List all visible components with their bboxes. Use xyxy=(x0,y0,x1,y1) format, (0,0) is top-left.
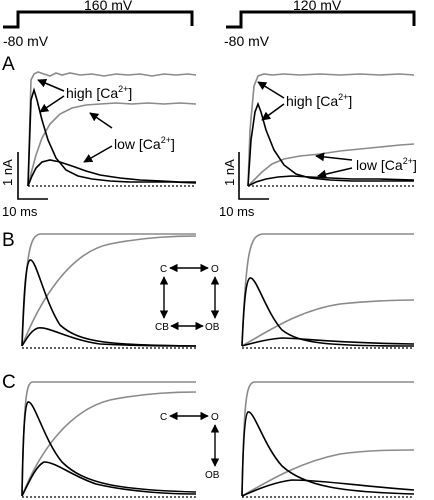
arrow xyxy=(315,152,353,162)
arrow xyxy=(317,167,353,179)
state-ob: OB xyxy=(205,470,220,481)
trace-low-ca-black xyxy=(241,337,415,347)
trace-high-ca-black xyxy=(241,277,415,347)
trace-low-ca-black xyxy=(21,461,197,497)
trace-low-ca-gray xyxy=(241,299,415,347)
state-c: C xyxy=(160,264,167,275)
kinetic-scheme-b: C O CB OB xyxy=(155,263,220,333)
trace-low-ca-gray xyxy=(21,235,197,347)
protocol-step-line xyxy=(3,10,194,29)
protocol-hold-label: -80 mV xyxy=(3,33,49,49)
panel-label-c: C xyxy=(2,372,16,393)
annotation-low-ca-left: low [Ca2+] xyxy=(83,112,175,163)
annotation-high-ca-right: high [Ca2+] xyxy=(257,81,352,121)
arrow xyxy=(39,95,65,113)
scale-bar-left: 1 nA 10 ms xyxy=(0,152,48,219)
protocol-step-label: 120 mV xyxy=(293,0,342,13)
trace-high-ca-black xyxy=(247,101,414,187)
trace-low-ca-black xyxy=(27,159,196,187)
panel-b-right-traces xyxy=(241,233,415,349)
trace-low-ca-black xyxy=(21,327,197,347)
trace-low-ca-gray xyxy=(247,143,415,187)
trace-high-ca-black xyxy=(27,87,197,187)
trace-high-ca-gray xyxy=(247,73,415,187)
panel-label-b: B xyxy=(2,230,15,251)
panel-a-right-traces xyxy=(247,73,415,187)
scale-bar-lines xyxy=(238,152,269,200)
kinetic-scheme-c: C O OB xyxy=(160,411,220,481)
annotation-text: low [Ca2+] xyxy=(114,135,175,152)
scale-bar-time-label: 10 ms xyxy=(219,204,255,219)
arrow xyxy=(37,79,65,92)
protocol-step-line xyxy=(226,10,416,29)
trace-low-ca-black xyxy=(247,175,415,187)
arrow xyxy=(89,112,113,129)
annotation-text: high [Ca2+] xyxy=(286,92,352,109)
trace-high-ca-gray xyxy=(27,71,197,187)
trace-low-ca-gray xyxy=(27,102,197,187)
trace-low-ca-black xyxy=(241,479,415,497)
scale-bar-current-label: 1 nA xyxy=(222,159,237,186)
scale-bar-lines xyxy=(17,152,48,200)
protocol-hold-label: -80 mV xyxy=(224,33,270,49)
panel-label-a: A xyxy=(2,54,15,75)
state-o: O xyxy=(211,412,219,423)
annotation-text: low [Ca2+] xyxy=(356,156,417,173)
panel-b-left-traces xyxy=(21,233,197,349)
trace-low-ca-gray xyxy=(241,449,415,497)
state-o: O xyxy=(211,264,219,275)
annotation-low-ca-right: low [Ca2+] xyxy=(315,152,417,179)
protocol-right: 120 mV -80 mV xyxy=(224,0,416,49)
scale-bar-time-label: 10 ms xyxy=(2,204,38,219)
arrow xyxy=(83,145,113,163)
trace-high-ca-gray xyxy=(241,233,414,347)
trace-low-ca-gray xyxy=(21,391,197,497)
trace-high-ca-black xyxy=(21,401,197,497)
annotation-text: high [Ca2+] xyxy=(66,84,132,101)
panel-c-left-traces xyxy=(21,381,197,498)
protocol-left: 160 mV -80 mV xyxy=(3,0,194,49)
panel-c-right-traces xyxy=(241,381,415,498)
trace-high-ca-gray xyxy=(241,381,414,497)
arrow xyxy=(257,81,285,99)
annotation-high-ca-left: high [Ca2+] xyxy=(37,79,132,113)
state-cb: CB xyxy=(155,322,169,333)
trace-high-ca-black xyxy=(21,259,197,347)
arrow xyxy=(261,103,285,121)
protocol-step-label: 160 mV xyxy=(84,0,133,13)
scale-bar-current-label: 1 nA xyxy=(0,159,15,186)
state-ob: OB xyxy=(205,322,220,333)
trace-high-ca-black xyxy=(241,411,415,497)
scale-bar-right: 1 nA 10 ms xyxy=(219,152,269,219)
state-c: C xyxy=(160,412,167,423)
panel-a-left-traces xyxy=(27,71,197,187)
